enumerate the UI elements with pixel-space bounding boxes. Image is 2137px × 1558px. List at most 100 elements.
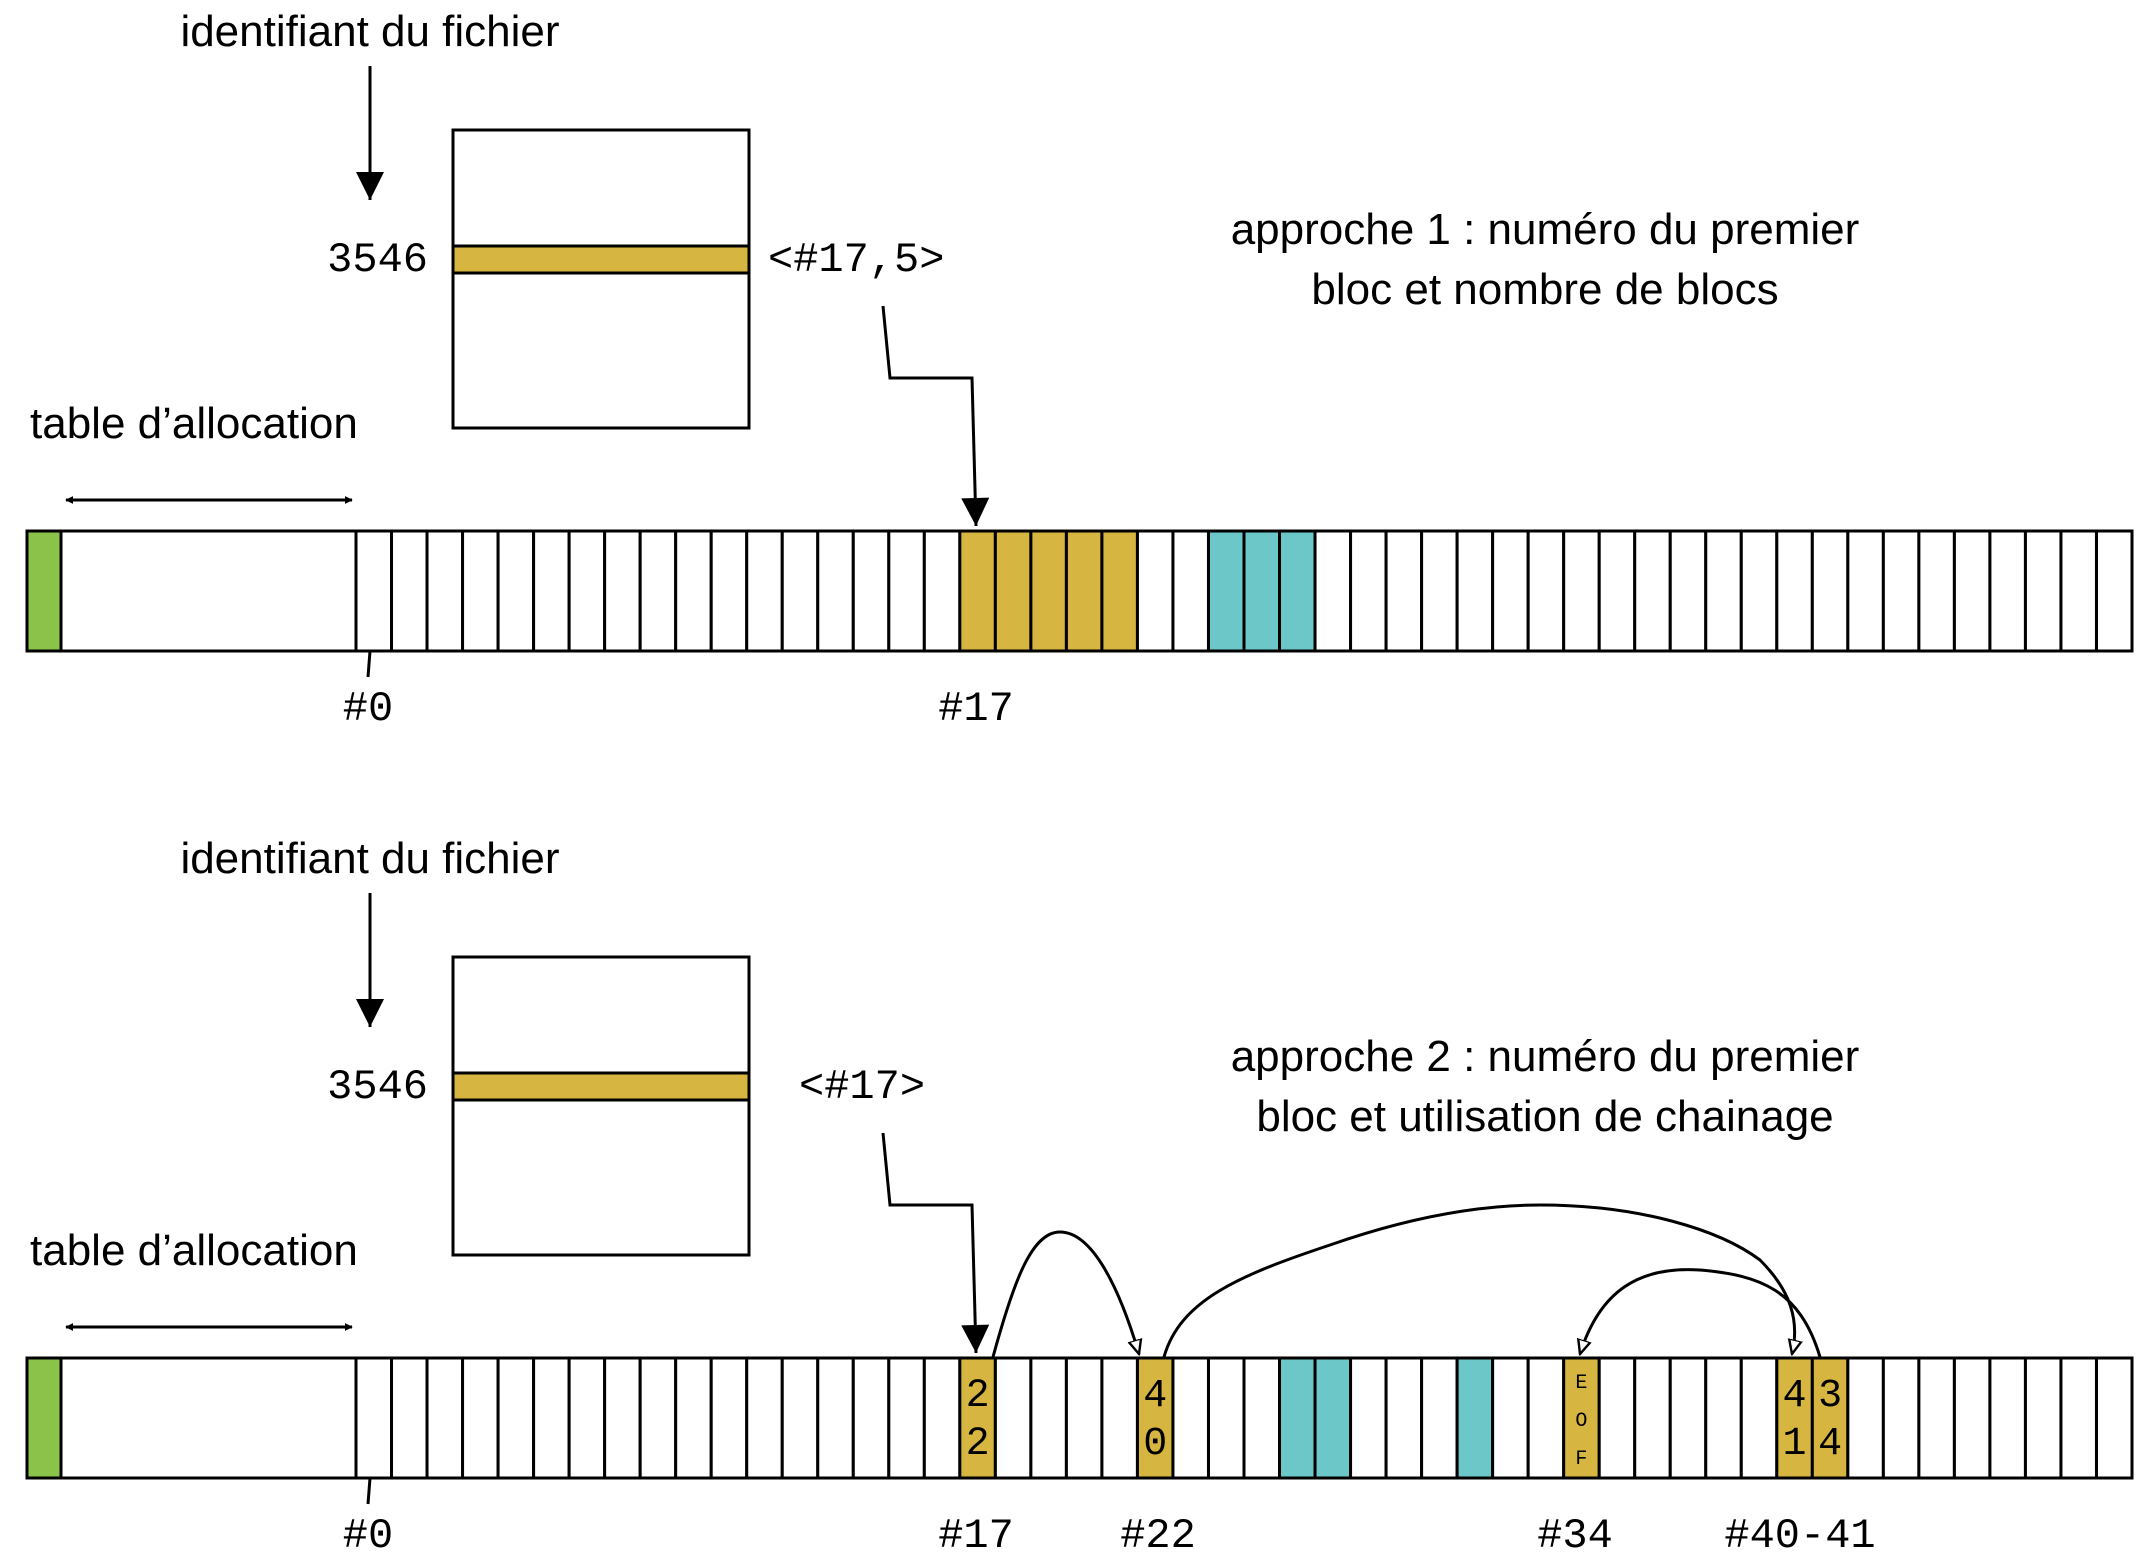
file-table-entry: [451, 1071, 751, 1102]
disk-block-24: [1206, 529, 1246, 653]
disk-block-2: [425, 529, 465, 653]
disk-block-19: [1029, 1356, 1068, 1480]
allocation-table-label: table d’allocation: [30, 399, 358, 448]
disk-block-18: [993, 529, 1033, 653]
disk-block-33: [1526, 529, 1566, 653]
disk-block-32: [1491, 529, 1530, 653]
file-id-value: 3546: [327, 1063, 428, 1111]
disk-block-9: [674, 1356, 713, 1480]
disk-block-35: [1597, 1356, 1637, 1480]
disk-block-42: [1846, 1356, 1885, 1480]
disk-block-47: [2023, 529, 2063, 653]
approach-1-description-line1: approche 1 : numéro du premier: [1231, 205, 1860, 254]
approach-1-description-line2: bloc et nombre de blocs: [1311, 265, 1778, 314]
approach-1-section: identifiant du fichier 3546 <#17,5> appr…: [25, 7, 2134, 733]
disk-block-32: [1491, 1356, 1530, 1480]
file-table: [451, 128, 751, 430]
metadata-block: [25, 529, 63, 653]
disk-block-28: [1349, 529, 1388, 653]
disk-block-14: [851, 1356, 891, 1480]
disk-block-8: [638, 1356, 678, 1480]
next-block-digit: 4: [1783, 1374, 1807, 1419]
disk-block-29: [1384, 1356, 1424, 1480]
disk-block-44: [1917, 1356, 1956, 1480]
disk-block-38: [1704, 529, 1743, 653]
disk-block-45: [1952, 529, 1992, 653]
next-block-digit: 4: [1818, 1422, 1842, 1467]
approach-2-section: identifiant du fichier 3546 <#17> approc…: [25, 834, 2134, 1558]
chain-arrow-22-to-40: [1162, 1203, 1795, 1358]
disk-block-5: [532, 529, 571, 653]
file-id-value: 3546: [327, 236, 428, 284]
disk-block-26: [1278, 529, 1317, 653]
file-table-box: [451, 128, 751, 430]
chain-arrow-17-to-22: [991, 1230, 1139, 1358]
disk-block-10: [709, 529, 749, 653]
disk-block-40: [1775, 529, 1814, 653]
file-table-entry-value: <#17,5>: [768, 236, 944, 284]
disk-block-7: [603, 1356, 642, 1480]
pointer-arrow-to-block-17: [881, 305, 990, 527]
disk-block-25: [1242, 529, 1282, 653]
disk-block-25: [1242, 1356, 1282, 1480]
disk-block-6: [567, 529, 607, 653]
disk-block-23: [1171, 529, 1210, 653]
disk-block-22: [1135, 529, 1175, 653]
disk-block-48: [2059, 529, 2098, 653]
disk-block-41: [1810, 529, 1850, 653]
disk-block-48: [2059, 1356, 2098, 1480]
approach-2-description-line2: bloc et utilisation de chainage: [1256, 1092, 1833, 1141]
disk-block-9: [674, 529, 713, 653]
disk-block-16: [922, 1356, 962, 1480]
disk-block-19: [1029, 529, 1068, 653]
disk-block-18: [993, 1356, 1033, 1480]
disk-block-37: [1668, 1356, 1708, 1480]
disk-block-35: [1597, 529, 1637, 653]
tick-label-17: #17: [938, 685, 1014, 733]
next-block-digit: 2: [966, 1374, 990, 1419]
next-block-digit: 0: [1143, 1422, 1167, 1467]
disk-block-12: [780, 529, 820, 653]
disk-block-49: [2094, 529, 2134, 653]
disk-block-39: [1739, 529, 1779, 653]
disk-block-1: [390, 529, 429, 653]
disk-block-20: [1064, 529, 1104, 653]
file-id-label: identifiant du fichier: [180, 7, 559, 56]
disk-block-31: [1455, 529, 1495, 653]
disk-block-27: [1313, 529, 1353, 653]
disk-block-43: [1881, 529, 1921, 653]
next-block-digit: 2: [966, 1422, 990, 1467]
disk-block-4: [496, 529, 536, 653]
disk-block-46: [1988, 529, 2027, 653]
disk-block-1: [390, 1356, 429, 1480]
eof-marker-char: O: [1575, 1410, 1587, 1433]
disk-block-0: [354, 1356, 394, 1480]
disk-block-3: [461, 529, 500, 653]
tick-mark: [366, 1477, 372, 1505]
pointer-arrow-to-block-17: [881, 1132, 990, 1354]
approach-2-description-line1: approche 2 : numéro du premier: [1231, 1032, 1860, 1081]
disk-block-15: [887, 529, 926, 653]
disk-block-10: [709, 1356, 749, 1480]
disk-block-21: [1100, 1356, 1139, 1480]
disk-block-0: [354, 529, 394, 653]
disk-block-16: [922, 529, 962, 653]
tick-label-0: #0: [343, 1512, 393, 1558]
file-table-box: [451, 955, 751, 1257]
allocation-table-area: [59, 1356, 358, 1480]
disk-block-29: [1384, 529, 1424, 653]
disk-block-13: [816, 1356, 855, 1480]
disk-block-38: [1704, 1356, 1743, 1480]
disk-block-42: [1846, 529, 1885, 653]
metadata-block: [25, 1356, 63, 1480]
disk-block-47: [2023, 1356, 2063, 1480]
disk-block-43: [1881, 1356, 1921, 1480]
next-block-digit: 3: [1818, 1374, 1842, 1419]
disk-block-31: [1455, 1356, 1495, 1480]
disk-block-8: [638, 529, 678, 653]
disk-block-30: [1420, 1356, 1459, 1480]
tick-label-0: #0: [343, 685, 393, 733]
disk-block-6: [567, 1356, 607, 1480]
